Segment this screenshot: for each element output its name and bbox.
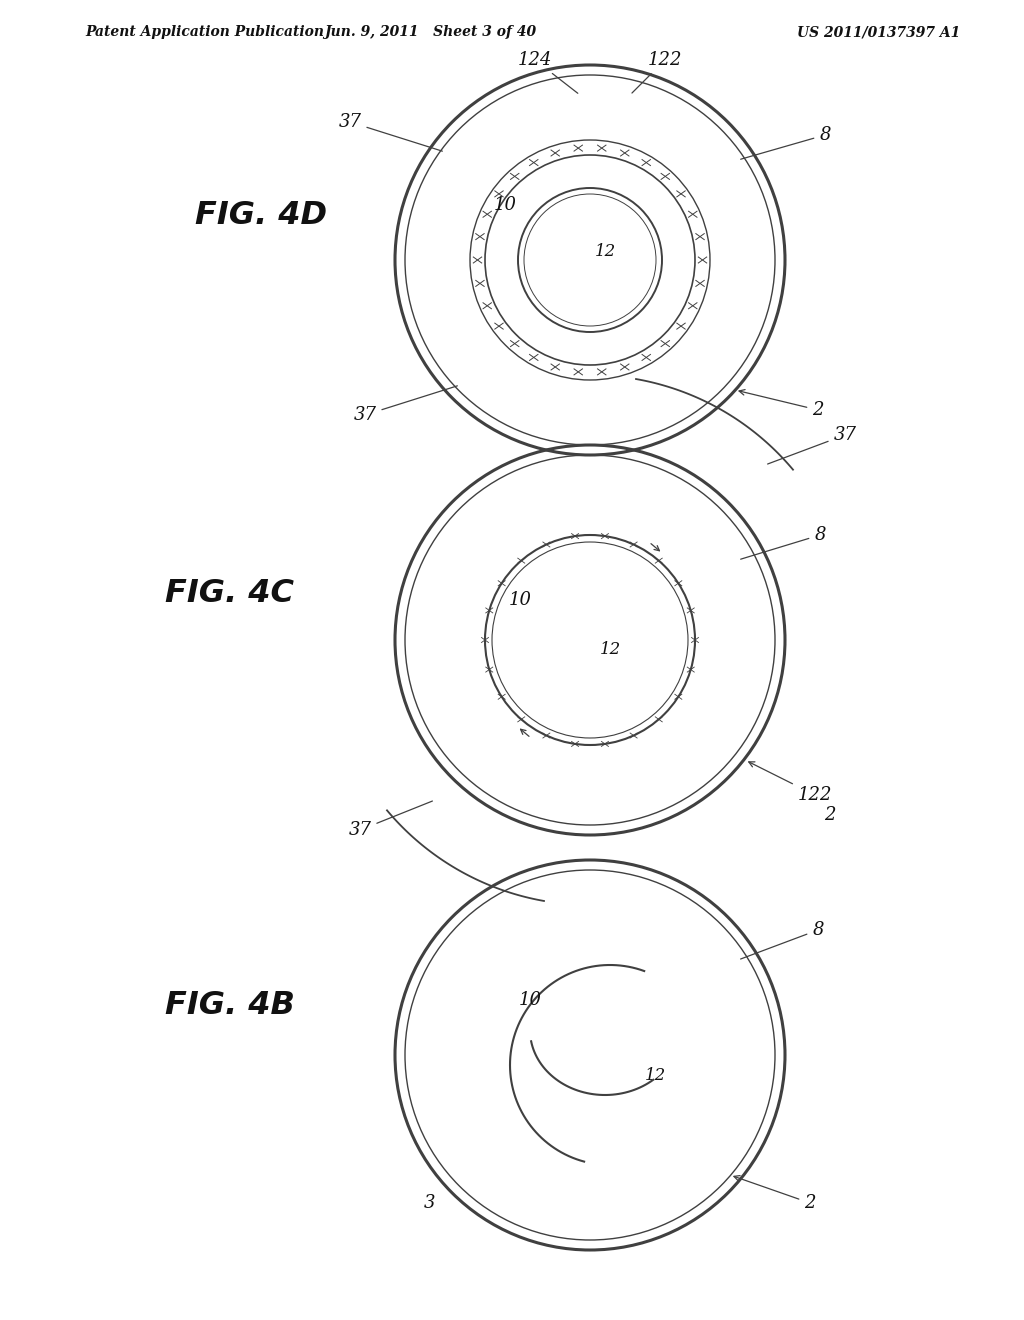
Text: 2: 2	[739, 389, 823, 418]
Text: 3: 3	[424, 1195, 436, 1212]
Text: 37: 37	[353, 385, 458, 424]
Text: 10: 10	[518, 991, 542, 1008]
Text: 37: 37	[339, 114, 442, 152]
Text: 12: 12	[595, 243, 616, 260]
Text: 10: 10	[494, 195, 516, 214]
Text: 8: 8	[740, 921, 823, 960]
Text: 124: 124	[518, 51, 578, 94]
Text: 37: 37	[348, 801, 432, 840]
Text: 37: 37	[768, 426, 856, 465]
Text: Patent Application Publication: Patent Application Publication	[85, 25, 324, 40]
Text: FIG. 4D: FIG. 4D	[195, 199, 327, 231]
Text: 2: 2	[824, 807, 836, 824]
Text: 8: 8	[740, 125, 830, 160]
Text: 8: 8	[740, 525, 825, 560]
Text: FIG. 4B: FIG. 4B	[165, 990, 295, 1020]
Text: 122: 122	[749, 762, 833, 804]
Text: FIG. 4C: FIG. 4C	[165, 578, 294, 610]
Text: 122: 122	[632, 51, 682, 92]
Text: 12: 12	[645, 1067, 667, 1084]
Text: 10: 10	[509, 591, 531, 609]
Text: 12: 12	[600, 642, 622, 659]
Text: 2: 2	[734, 1176, 816, 1212]
Text: Jun. 9, 2011   Sheet 3 of 40: Jun. 9, 2011 Sheet 3 of 40	[324, 25, 536, 40]
Text: US 2011/0137397 A1: US 2011/0137397 A1	[797, 25, 961, 40]
